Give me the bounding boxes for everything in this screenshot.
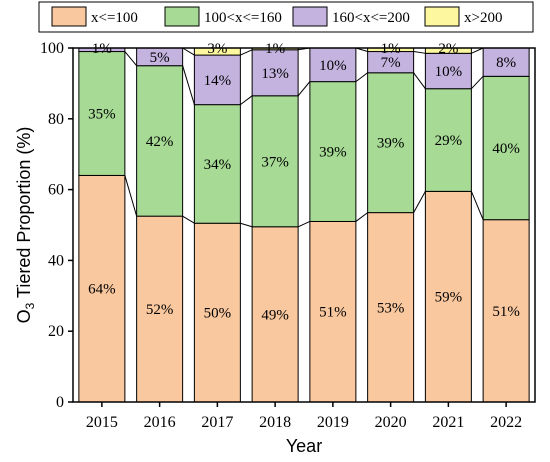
segment-label: 39% (377, 136, 405, 152)
connector-line (240, 222, 253, 228)
x-tick-label: 2018 (259, 414, 291, 431)
segment-label: 34% (204, 157, 232, 173)
legend-swatch (292, 6, 328, 27)
x-axis-title: Year (286, 436, 322, 456)
segment-label: 64% (88, 282, 116, 298)
segment-label: 10% (435, 64, 463, 80)
bar-segment-2021-1 (424, 88, 472, 192)
segment-label: 1% (381, 41, 401, 57)
bar-segment-2021-0 (424, 190, 472, 403)
y-tick-label: 100 (40, 40, 64, 57)
x-tick-label: 2020 (375, 414, 407, 431)
legend: x<=100 100<x<=160 160<x<=200 x>200 (38, 1, 534, 33)
segment-label: 50% (204, 306, 232, 322)
y-tick-label: 0 (56, 394, 64, 411)
connector-line (413, 72, 426, 90)
bar-segment-2022-0 (482, 219, 530, 403)
legend-entry: x<=100 (91, 10, 138, 26)
segment-label: 53% (377, 300, 405, 316)
segment-label: 29% (435, 133, 463, 149)
axes: 0 20 40 60 80 100 2015 2016 2017 2018 2019 2020 2021… (40, 40, 522, 431)
bar-segment-2019-1 (309, 81, 357, 222)
bar-segment-2015-0 (78, 174, 126, 403)
connector-line (413, 191, 426, 213)
segment-label: 42% (146, 134, 174, 150)
connector-line (124, 175, 138, 217)
legend-swatch (51, 6, 87, 27)
x-tick-label: 2022 (490, 414, 522, 431)
y-tick-label: 60 (48, 182, 64, 199)
segment-label: 39% (319, 145, 347, 161)
x-tick-label: 2016 (144, 414, 176, 431)
bar-segment-2016-0 (136, 215, 184, 403)
segment-label: 2% (438, 41, 458, 57)
connector-line (240, 49, 253, 56)
segment-label: 35% (88, 106, 116, 122)
segment-label: 52% (146, 302, 174, 318)
connector-line (413, 51, 426, 54)
bar-segment-2022-2 (482, 47, 530, 77)
connector-line (355, 72, 368, 83)
connector-line (297, 81, 311, 97)
connector-line (182, 47, 195, 56)
legend-entry: 100<x<=160 (204, 10, 282, 26)
x-tick-label: 2021 (432, 414, 464, 431)
segment-label: 13% (261, 66, 289, 82)
y-tick-label: 40 (48, 252, 64, 269)
y-axis-title-sub: 3 (23, 302, 37, 309)
segment-label: 37% (261, 154, 289, 170)
y-axis-title: O3 Tiered Proportion (%) (14, 127, 37, 324)
y-axis-title-rest: Tiered Proportion (%) (14, 127, 34, 303)
segment-label: 3% (207, 41, 227, 57)
legend-swatch (424, 6, 460, 27)
segment-label: 51% (492, 304, 520, 320)
connector-line (471, 47, 484, 54)
y-tick-label: 80 (48, 111, 64, 128)
bar-segment-2021-2 (424, 52, 472, 90)
connector-line (182, 65, 195, 105)
connector-line (297, 221, 311, 228)
segment-label: 59% (435, 290, 463, 306)
connector-line (240, 95, 253, 106)
segment-label: 1% (92, 41, 112, 57)
x-tick-label: 2019 (317, 414, 349, 431)
connector-line (124, 51, 138, 67)
segment-label: 14% (204, 73, 232, 89)
segment-labels: 64% 35% 1% 52% 42% 5% 50% 34% 14% 3% 49% 37% 13% 1% 51… (88, 41, 520, 323)
segment-label: 5% (150, 50, 170, 66)
y-axis-title-main: O (14, 309, 34, 323)
bar-segment-2022-1 (482, 75, 530, 221)
legend-entry: x>200 (464, 10, 502, 26)
connector-lines (124, 47, 484, 228)
connector-line (182, 215, 195, 224)
segment-label: 7% (381, 55, 401, 71)
y-tick-label: 20 (48, 323, 64, 340)
segment-label: 49% (261, 307, 289, 323)
x-tick-label: 2015 (86, 414, 118, 431)
bar-segment-2017-1 (193, 104, 241, 224)
bar-segment-2018-2 (251, 49, 299, 97)
segment-label: 1% (265, 41, 285, 57)
legend-swatch (164, 6, 200, 27)
legend-entry: 160<x<=200 (332, 10, 410, 26)
segment-label: 51% (319, 305, 347, 321)
bars (78, 47, 530, 403)
connector-line (355, 212, 368, 222)
segment-label: 40% (492, 141, 520, 157)
connector-line (471, 75, 484, 90)
segment-label: 8% (496, 55, 516, 71)
bar-segment-2018-1 (251, 95, 299, 228)
bar-segment-2019-0 (309, 220, 357, 403)
x-tick-label: 2017 (201, 414, 233, 431)
connector-line (470, 191, 484, 220)
segment-label: 10% (319, 58, 347, 74)
plot-frame (72, 47, 536, 403)
